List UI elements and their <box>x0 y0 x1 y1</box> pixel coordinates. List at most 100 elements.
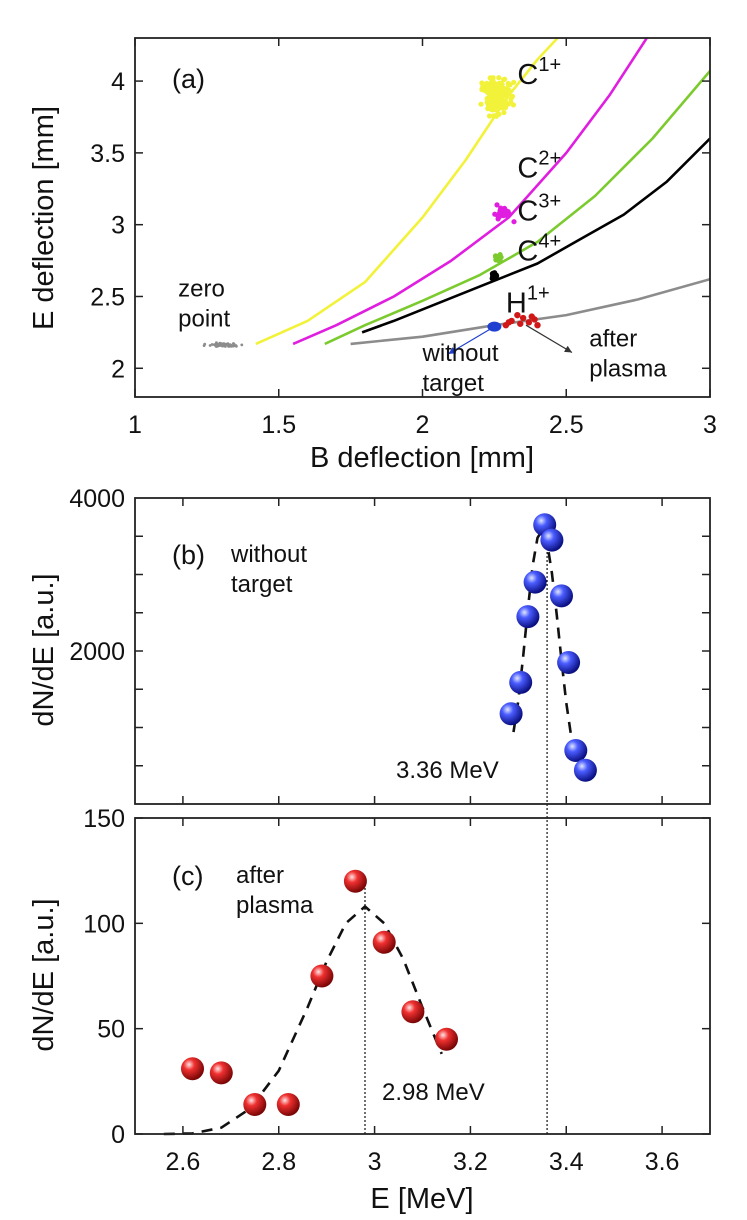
y-tick-label: 100 <box>83 910 125 938</box>
y-tick-label: 50 <box>97 1016 125 1044</box>
data-point <box>435 1027 458 1051</box>
x-tick-label: 3 <box>368 1148 382 1176</box>
annotation-text: after <box>589 326 637 353</box>
panel-c-ticks: 2.6 2.8 3 3.2 3.4 3.6 0 50 100 150 <box>83 805 710 1176</box>
y-tick-label: 4000 <box>69 485 125 513</box>
panel-a-xlabel: B deflection [mm] <box>310 442 534 474</box>
panel-b-data <box>499 513 597 1134</box>
panel-b: 2000 4000 (b) without target 3.36 MeV dN/… <box>28 485 711 1134</box>
data-point <box>181 1057 204 1081</box>
x-tick-label: 2 <box>416 411 430 439</box>
y-tick-label: 2000 <box>69 638 125 666</box>
c1-spot-point <box>509 93 516 99</box>
panel-c-ylabel: dN/dE [a.u.] <box>28 898 60 1051</box>
c1-spot-point <box>478 101 484 107</box>
c2-spot-point <box>494 202 500 208</box>
data-point <box>550 584 573 608</box>
panel-c-note-line1: after <box>236 862 284 889</box>
c1-spot-point <box>492 104 498 110</box>
panel-c-data <box>163 869 458 1136</box>
x-tick-label: 3 <box>703 411 717 439</box>
panel-c-peak-label: 2.98 MeV <box>382 1079 485 1106</box>
ion-charge: 4+ <box>538 231 561 253</box>
data-point <box>310 964 334 988</box>
ion-symbol: C <box>517 195 538 227</box>
data-point <box>564 739 588 762</box>
panel-b-ticks: 2000 4000 <box>69 485 710 804</box>
c3-parabola-curve <box>324 70 710 346</box>
x-tick-label: 2.8 <box>261 1148 296 1176</box>
h1-after-plasma-point <box>534 322 541 329</box>
annotation-arrow <box>525 324 573 354</box>
c1-parabola-curve <box>255 38 559 346</box>
c1-spot-point <box>499 88 505 94</box>
panel-c-note-line2: plasma <box>236 892 314 919</box>
data-point <box>343 869 367 893</box>
zero-point-point <box>226 342 230 346</box>
c2-spot-group <box>492 202 517 225</box>
annotation-text: target <box>423 370 485 397</box>
c4-spot-group <box>489 270 500 282</box>
c3-spot-point <box>497 252 503 258</box>
zero-point-point <box>202 344 206 347</box>
ion-charge: 1+ <box>538 54 561 76</box>
y-tick-label: 150 <box>83 805 125 833</box>
panel-c: 2.6 2.8 3 3.2 3.4 3.6 0 50 100 150 (c) after plas… <box>28 805 711 1215</box>
data-point <box>509 670 533 694</box>
c1-spot-point <box>487 103 493 110</box>
y-tick-label: 3.5 <box>90 140 125 168</box>
y-tick-label: 4 <box>111 68 125 96</box>
h1-after-plasma-point <box>517 320 524 327</box>
zero-point-point <box>221 342 225 345</box>
panel-b-ylabel: dN/dE [a.u.] <box>28 573 60 726</box>
data-point <box>243 1093 267 1116</box>
annotation-text: point <box>178 305 230 332</box>
panel-a-annotations: zero point without target after plasma <box>178 275 667 397</box>
data-point <box>499 702 523 726</box>
c1-spot-point <box>503 92 509 98</box>
data-point <box>516 605 540 629</box>
c1-spot-point <box>492 95 498 101</box>
panel-a-data <box>202 38 710 355</box>
zero-point-point <box>208 344 212 347</box>
c1-spot-point <box>485 96 491 102</box>
panel-a-ticks: 1 1.5 2 2.5 3 2 2.5 3 3.5 4 <box>90 38 717 439</box>
ion-label: C3+ <box>517 190 561 227</box>
c1-spot-point <box>490 99 497 105</box>
panel-b-label: (b) <box>172 540 205 570</box>
panel-c-xlabel: E [MeV] <box>370 1183 473 1215</box>
annotation-text: without <box>422 340 499 367</box>
x-tick-label: 2.6 <box>166 1148 201 1176</box>
panel-b-note-line1: without <box>230 541 307 568</box>
data-point <box>209 1061 233 1085</box>
y-tick-label: 2.5 <box>90 283 125 311</box>
c1-spot-point <box>502 76 508 82</box>
annotation-text: zero <box>178 275 225 302</box>
zero-point-group <box>202 341 244 348</box>
ion-label: C4+ <box>517 231 561 268</box>
c1-spot-point <box>486 113 493 119</box>
panel-a: 1 1.5 2 2.5 322.533.54 (a) C1+C2+C3+C4+H1+ z… <box>28 37 717 474</box>
zero-point-point <box>235 344 238 348</box>
h1-after-plasma-point <box>525 319 533 326</box>
h1-after-plasma-point <box>528 313 535 320</box>
c1-spot-point <box>488 82 494 88</box>
data-point <box>372 930 396 954</box>
c1-spot-point <box>493 113 499 119</box>
annotation-text: plasma <box>589 356 667 383</box>
h1-after-plasma-point <box>505 319 512 326</box>
panel-a-ylabel: E deflection [mm] <box>28 106 60 330</box>
ion-labels: C1+C2+C3+C4+H1+ <box>506 54 561 319</box>
data-point <box>540 528 564 552</box>
y-tick-label: 2 <box>111 355 125 383</box>
c1-spot-point <box>501 109 507 116</box>
gaussian-fit-curve <box>163 904 443 1136</box>
x-tick-label: 3.2 <box>453 1148 488 1176</box>
ion-symbol: C <box>517 152 538 184</box>
panel-c-label: (c) <box>172 861 203 891</box>
c3-spot-group <box>493 252 504 264</box>
ion-label: C2+ <box>517 147 561 184</box>
x-tick-label: 2.5 <box>549 411 584 439</box>
h1-after-plasma-point <box>514 311 521 319</box>
ion-label: H1+ <box>506 282 550 319</box>
